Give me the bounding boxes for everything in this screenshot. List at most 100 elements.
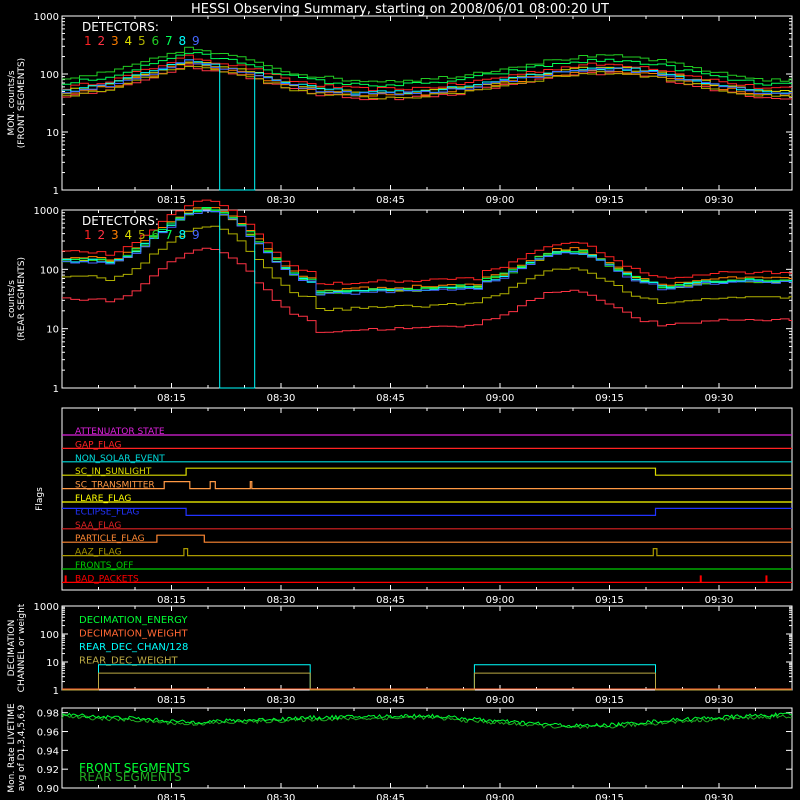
- decimation-panel: 08:15 08:30 08:45 09:00 09:15 09:30 1 10 100 1000…: [7, 602, 793, 706]
- page-title: HESSI Observing Summary, starting on 200…: [191, 2, 609, 17]
- flag-line: [62, 467, 792, 476]
- x-tick-label: 08:15: [157, 595, 186, 606]
- x-tick-label: 08:45: [376, 793, 405, 800]
- x-tick-label: 08:15: [157, 195, 186, 206]
- flag-label: PARTICLE_FLAG: [75, 534, 145, 544]
- legend-detector-3: 3: [111, 228, 119, 242]
- legend-title: DETECTORS:: [82, 214, 159, 228]
- legend-entry: DECIMATION_ENERGY: [79, 615, 188, 626]
- legend-detector-5: 5: [138, 228, 146, 242]
- y-tick-label: 1: [53, 686, 59, 697]
- x-tick-label: 09:00: [486, 393, 515, 404]
- y-tick-label: 100: [40, 265, 59, 276]
- y-tick-label: 0.98: [37, 709, 59, 720]
- y-tick-label: 1000: [34, 602, 59, 613]
- y-tick-label: 0.92: [37, 765, 59, 776]
- x-tick-label: 08:45: [376, 595, 405, 606]
- legend-detector-1: 1: [84, 34, 92, 48]
- legend-detector-7: 7: [165, 34, 173, 48]
- flag-label: FRONTS_OFF: [75, 561, 133, 571]
- y-axis-label: MON. counts/s: [7, 70, 17, 135]
- flag-label: BAD_PACKETS: [75, 574, 139, 584]
- flag-label: SC_TRANSMITTER: [75, 481, 155, 491]
- y-tick-label: 1: [53, 384, 59, 395]
- front-series-detector-5: [62, 66, 792, 100]
- flags-panel: 08:15 08:30 08:45 09:00 09:15 09:30 Flags ATTEN…: [35, 407, 793, 606]
- y-tick-label: 100: [40, 630, 59, 641]
- y-tick-label: 10: [46, 128, 59, 139]
- legend-entry: REAR_DEC_WEIGHT: [79, 656, 178, 667]
- legend-detector-2: 2: [98, 228, 106, 242]
- decimation-series: [62, 672, 792, 691]
- x-tick-label: 09:15: [595, 393, 624, 404]
- x-tick-label: 08:45: [376, 195, 405, 206]
- front-panel: 08:15 08:30 08:45 09:00 09:15 09:30 1 10 100 1000…: [7, 12, 793, 206]
- x-tick-label: 09:30: [705, 195, 734, 206]
- rear-series-detector-2: [62, 247, 792, 333]
- y-axis-label: Flags: [35, 487, 45, 511]
- flag-label: GAP_FLAG: [75, 440, 121, 450]
- rear-series-detector-1: [62, 199, 792, 285]
- x-tick-label: 09:00: [486, 793, 515, 800]
- y-tick-label: 0.94: [37, 746, 59, 757]
- y-axis-label: counts/s: [7, 280, 17, 318]
- y-axis-label: avg of D1,3,4,5,6,9: [17, 704, 27, 791]
- flag-line: [62, 507, 792, 516]
- legend-title: DETECTORS:: [82, 20, 159, 34]
- x-tick-label: 09:00: [486, 195, 515, 206]
- legend-detector-2: 2: [98, 34, 106, 48]
- x-tick-label: 08:30: [267, 595, 296, 606]
- x-tick-label: 09:30: [705, 393, 734, 404]
- flag-line: [62, 534, 792, 543]
- x-tick-label: 09:15: [595, 695, 624, 706]
- legend-detector-9: 9: [192, 228, 200, 242]
- legend-detector-4: 4: [125, 228, 133, 242]
- x-tick-label: 09:30: [705, 793, 734, 800]
- flag-label: ATTENUATOR STATE: [75, 427, 165, 437]
- legend-entry: REAR SEGMENTS: [79, 770, 182, 784]
- flag-label: FLARE_FLAG: [75, 494, 131, 504]
- legend-entry: FRONT SEGMENTS: [79, 761, 190, 775]
- flag-line: [62, 481, 792, 490]
- rear-panel: 08:15 08:30 08:45 09:00 09:15 09:30 1 10 100 1000…: [7, 199, 793, 404]
- flag-label: SC_IN_SUNLIGHT: [75, 467, 152, 477]
- x-tick-label: 09:15: [595, 195, 624, 206]
- y-tick-label: 1000: [34, 206, 59, 217]
- legend-detector-8: 8: [179, 228, 187, 242]
- x-tick-label: 08:30: [267, 393, 296, 404]
- front-series-detector-9: [62, 59, 792, 96]
- x-tick-label: 08:30: [267, 793, 296, 800]
- legend-detector-3: 3: [111, 34, 119, 48]
- livetime-front-series: [61, 712, 793, 729]
- legend-detector-5: 5: [138, 34, 146, 48]
- front-series-detector-7: [62, 52, 792, 87]
- legend-entry: REAR_DEC_CHAN/128: [79, 642, 188, 653]
- y-axis-label: (FRONT SEGMENTS): [17, 58, 27, 148]
- front-series-detector-1: [62, 54, 792, 92]
- y-tick-label: 1000: [34, 12, 59, 23]
- flag-line: [62, 548, 792, 557]
- panels-container: 08:15 08:30 08:45 09:00 09:15 09:301101001000…: [7, 12, 793, 800]
- flag-label: AAZ_FLAG: [75, 548, 122, 558]
- x-tick-label: 08:15: [157, 695, 186, 706]
- y-axis-label: Mon. Rate LIVETIME: [7, 703, 17, 793]
- x-tick-label: 08:15: [157, 393, 186, 404]
- x-tick-label: 09:00: [486, 695, 515, 706]
- legend-detector-9: 9: [192, 34, 200, 48]
- x-tick-label: 08:15: [157, 793, 186, 800]
- legend-detector-1: 1: [84, 228, 92, 242]
- legend-detector-6: 6: [152, 34, 160, 48]
- legend-entry: DECIMATION_WEIGHT: [79, 629, 188, 640]
- x-tick-label: 09:30: [705, 695, 734, 706]
- legend-detector-4: 4: [125, 34, 133, 48]
- y-tick-label: 10: [46, 658, 59, 669]
- legend-detector-8: 8: [179, 34, 187, 48]
- flag-label: NON_SOLAR_EVENT: [75, 454, 165, 464]
- y-axis-label: DECIMATION: [7, 620, 17, 677]
- flag-label: ECLIPSE_FLAG: [75, 507, 139, 517]
- x-tick-label: 09:00: [486, 595, 515, 606]
- y-axis-label: CHANNEL or weight: [17, 603, 27, 692]
- legend-detector-6: 6: [152, 228, 160, 242]
